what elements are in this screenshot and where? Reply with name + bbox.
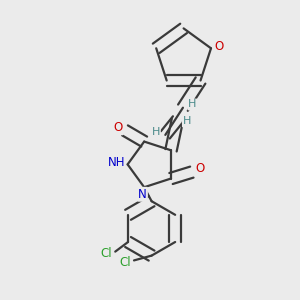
Text: O: O bbox=[195, 162, 204, 176]
Text: H: H bbox=[183, 116, 191, 127]
Text: O: O bbox=[113, 121, 123, 134]
Text: N: N bbox=[138, 188, 147, 201]
Text: Cl: Cl bbox=[100, 247, 112, 260]
Text: NH: NH bbox=[108, 156, 125, 169]
Text: O: O bbox=[214, 40, 224, 53]
Text: H: H bbox=[152, 127, 160, 137]
Text: H: H bbox=[188, 100, 197, 110]
Text: Cl: Cl bbox=[119, 256, 131, 268]
